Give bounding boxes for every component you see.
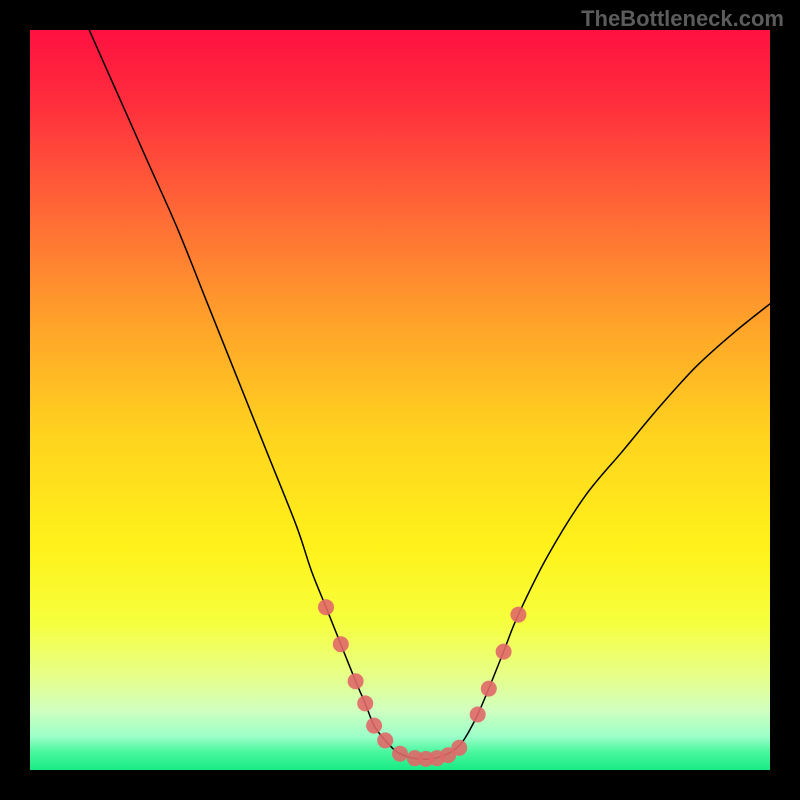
- curve-marker: [348, 673, 364, 689]
- curve-marker: [318, 599, 334, 615]
- chart-svg: [30, 30, 770, 770]
- curve-marker: [470, 707, 486, 723]
- plot-area: [30, 30, 770, 770]
- curve-marker: [451, 740, 467, 756]
- watermark-text: TheBottleneck.com: [581, 6, 784, 32]
- curve-marker: [392, 746, 408, 762]
- curve-marker: [481, 681, 497, 697]
- curve-marker: [366, 718, 382, 734]
- curve-marker: [510, 607, 526, 623]
- curve-marker: [496, 644, 512, 660]
- curve-marker: [357, 695, 373, 711]
- gradient-background: [30, 30, 770, 770]
- chart-container: TheBottleneck.com: [0, 0, 800, 800]
- curve-marker: [333, 636, 349, 652]
- curve-marker: [377, 732, 393, 748]
